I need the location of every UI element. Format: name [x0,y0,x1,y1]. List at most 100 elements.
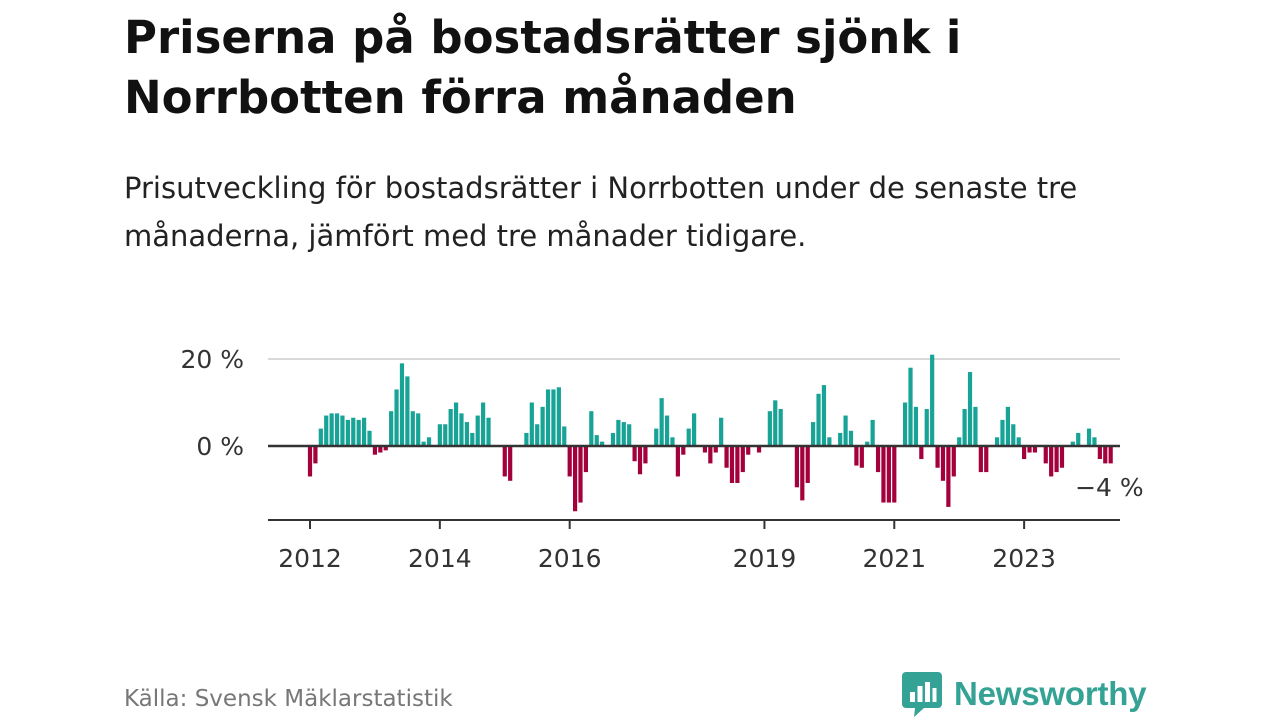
bar [589,411,594,446]
bar [572,446,578,512]
bar [421,441,426,446]
bar [919,446,924,460]
bar [356,419,361,446]
bar [946,446,951,507]
bar [713,446,718,453]
y-tick-label: 20 % [180,345,244,374]
bar [1000,419,1005,446]
bar [453,402,459,446]
bar [962,409,967,446]
bar [805,446,810,483]
bar [632,446,637,462]
bar [459,413,464,447]
brand-logo[interactable]: Newsworthy [902,670,1147,718]
bar [351,417,356,446]
bar [567,446,572,477]
bar [875,446,881,473]
bar [940,446,946,481]
bar [908,367,913,446]
bar [984,446,989,473]
bar [913,406,919,446]
bar [659,398,664,446]
bar [930,354,935,446]
bar [426,437,432,446]
chart-title: Priserna på bostadsrätter sjönk i Norrbo… [124,11,962,124]
bar [443,424,448,446]
bar [935,446,940,468]
x-tick-label: 2012 [278,544,342,573]
bar [692,413,697,447]
bar [389,411,394,446]
bar [1011,424,1016,446]
bar [827,437,832,446]
bar [318,428,323,446]
bar [345,419,350,446]
bar [865,441,870,446]
bar [405,376,410,446]
bar [616,419,621,446]
y-tick-label: 0 % [196,432,244,461]
bar [448,409,453,446]
bar [334,413,340,447]
bar [1049,446,1054,477]
bar [670,437,675,446]
bar [1097,446,1102,460]
bar [583,446,589,473]
newsworthy-logo-icon [902,672,942,717]
bar [410,411,415,446]
bar [719,417,724,446]
bar [627,424,632,446]
bar [524,432,529,446]
x-tick-label: 2023 [992,544,1056,573]
bar [340,415,345,446]
bar [967,372,973,446]
bar [1027,446,1032,453]
bar [740,446,745,473]
bar [416,413,421,447]
bar [681,446,686,455]
bar [654,428,659,446]
bar [686,428,691,446]
bar [773,400,778,446]
bars [307,354,1113,512]
bar [502,446,507,477]
bar [562,426,567,446]
bar [372,446,378,455]
axes [268,444,1120,529]
bar [746,446,751,455]
bar [675,446,680,477]
bar [881,446,886,503]
bar [957,437,962,446]
bar [708,446,713,464]
bar [437,424,442,446]
bar [1016,437,1021,446]
bar [475,415,480,446]
bar [664,415,670,446]
bar [1070,441,1075,446]
bar [1103,446,1108,464]
bar [821,385,827,446]
bar [870,419,875,446]
bar [1086,428,1092,446]
bar [848,430,854,446]
bar [724,446,729,468]
bar [1054,446,1059,473]
bar [313,446,318,464]
bar [481,402,486,446]
bar [778,409,783,446]
bar [1005,406,1010,446]
bar [399,363,405,446]
bar [643,446,648,464]
bar [378,446,383,453]
bar [367,430,372,446]
bar [843,415,848,446]
bar [816,393,821,446]
bar [1022,446,1027,460]
bar [545,389,551,446]
bar [973,406,978,446]
bar [551,389,556,446]
bar [324,415,329,446]
bar [892,446,897,503]
bar [735,446,740,483]
bar [978,446,983,473]
